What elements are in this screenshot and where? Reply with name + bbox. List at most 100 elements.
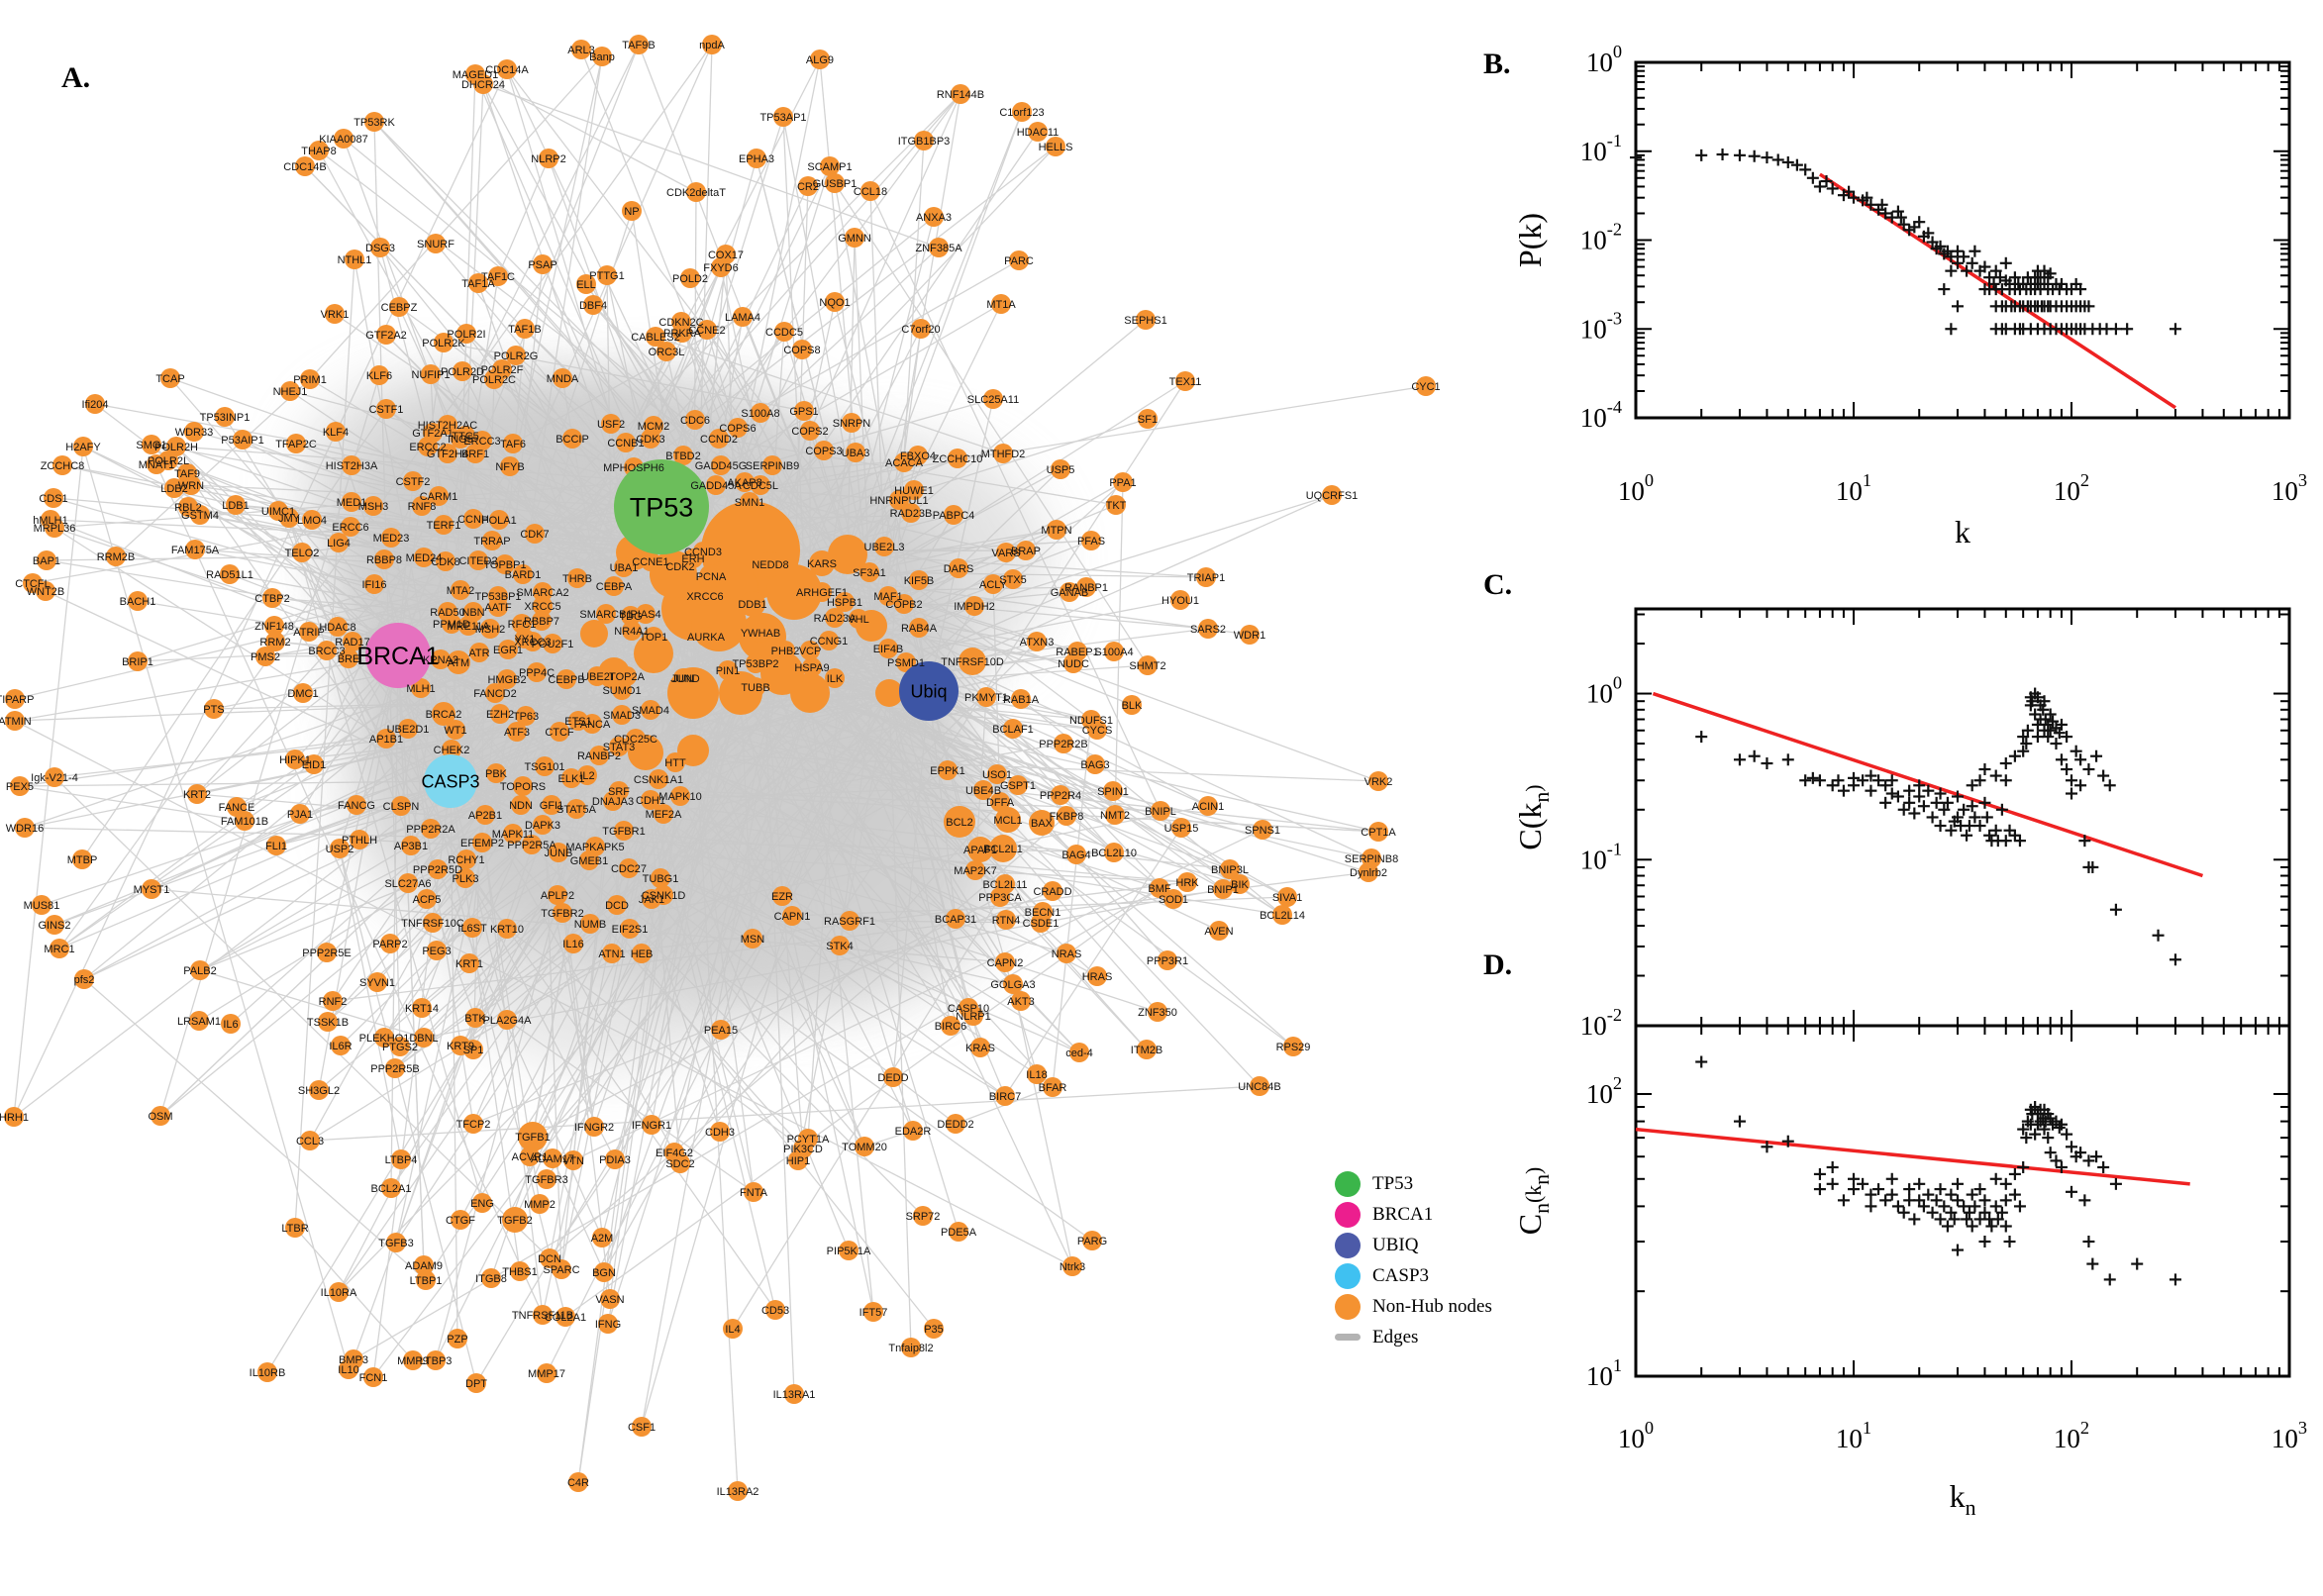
hub-node-tp53 (614, 459, 709, 554)
network-node (363, 496, 383, 516)
axis-label: 102 (1586, 1073, 1622, 1109)
network-node-label: Ntrk3 (1060, 1261, 1085, 1273)
network-node (1148, 1002, 1167, 1022)
network-node-label: WT1 (444, 725, 466, 737)
network-node (1213, 879, 1233, 899)
network-node (537, 1169, 556, 1189)
network-node (516, 706, 536, 726)
network-node (995, 807, 1021, 833)
network-node-label: RANBP1 (1064, 582, 1108, 594)
network-node-label: DFFA (986, 797, 1015, 809)
network-node (255, 647, 275, 666)
network-node-label: CDK2 (665, 561, 694, 573)
core-node-cluster (766, 564, 822, 620)
network-node-label: PTTG1 (589, 270, 624, 282)
network-node-label: MAPK10 (658, 791, 701, 803)
network-node (744, 1182, 763, 1202)
network-node (265, 632, 285, 651)
network-node-label: TGFBR1 (602, 826, 645, 838)
network-node-label: PPP2R5D (413, 864, 462, 876)
network-node-label: SF1 (1138, 414, 1158, 426)
network-node (774, 322, 794, 342)
network-node-label: PRIM1 (293, 374, 327, 386)
network-node (221, 1014, 241, 1034)
edge (603, 692, 811, 1273)
network-node (535, 756, 555, 776)
network-node (718, 660, 738, 680)
network-node (598, 1314, 618, 1334)
network-node-label: RAD17 (335, 637, 369, 648)
network-node (566, 799, 586, 819)
legend-item-tp53: TP53 (1335, 1168, 1492, 1199)
network-node (1138, 409, 1158, 429)
network-node (883, 1067, 903, 1087)
network-node (642, 1115, 661, 1135)
network-node (967, 837, 993, 862)
network-node (990, 792, 1010, 812)
network-node (580, 914, 600, 934)
network-node-label: DHCR24 (461, 79, 505, 91)
network-node (512, 614, 532, 634)
network-node-label: CABLES2 (631, 332, 680, 344)
network-node (513, 564, 533, 584)
network-node (849, 609, 868, 629)
network-node-label: TOP1 (640, 632, 668, 644)
network-node-label: SCAMP1 (807, 161, 852, 173)
network-node (641, 700, 660, 720)
network-node (389, 297, 409, 317)
network-node-label: BMF (1148, 883, 1171, 895)
network-node (482, 531, 502, 550)
network-node (215, 407, 235, 427)
network-node-label: UBE4B (965, 785, 1001, 797)
network-node (1196, 567, 1216, 587)
network-node-label: RASGRF1 (824, 916, 875, 928)
network-node-label: CCL3 (296, 1136, 324, 1147)
plot-frame (1634, 60, 2291, 420)
network-node (903, 1121, 923, 1141)
network-node (641, 429, 660, 449)
edge (339, 848, 477, 1384)
network-node-label: RBL2 (174, 502, 202, 514)
network-nodes (4, 35, 1436, 1501)
network-node (644, 627, 663, 647)
edge (450, 780, 1231, 870)
network-node-label: BRCA2 (426, 709, 462, 721)
network-node-label: HNRNPUL1 (869, 495, 928, 507)
network-node-label: TP53BP2 (732, 658, 778, 670)
network-node-label: GMEB1 (570, 855, 609, 867)
edge (577, 692, 694, 1483)
network-node (329, 1282, 349, 1302)
network-node-label: ADAM17 (531, 1153, 574, 1165)
network-node-label: MED24 (406, 552, 443, 564)
legend-label: BRCA1 (1372, 1203, 1434, 1225)
network-node-label: LRSAM1 (177, 1016, 221, 1028)
network-node (391, 796, 411, 816)
network-node (1106, 495, 1126, 515)
network-node-label: PALB2 (183, 965, 216, 977)
edge (506, 1019, 755, 1193)
network-node (685, 410, 705, 430)
network-node-label: SMARCB1 (579, 609, 632, 621)
network-node-label: CCDC5 (765, 327, 803, 339)
network-node (290, 804, 310, 824)
edge (660, 385, 1427, 508)
network-node (1069, 1043, 1089, 1062)
edge (474, 73, 697, 193)
network-node (189, 1011, 209, 1031)
edge (83, 780, 452, 980)
network-node-label: TRRAP (473, 536, 510, 548)
network-node-label: COPS2 (791, 426, 828, 438)
fit-line (1652, 691, 2204, 878)
network-node-label: PIAS4 (630, 609, 660, 621)
network-node-label: DBNL (409, 1033, 438, 1045)
edge (657, 698, 1022, 780)
network-node (128, 651, 148, 671)
edge (313, 692, 694, 765)
hub-node-ubiq (899, 661, 959, 721)
network-node (369, 365, 389, 385)
network-node (641, 790, 660, 810)
network-node (376, 399, 396, 419)
edge (475, 692, 890, 1384)
network-node-label: CCND2 (700, 434, 738, 446)
